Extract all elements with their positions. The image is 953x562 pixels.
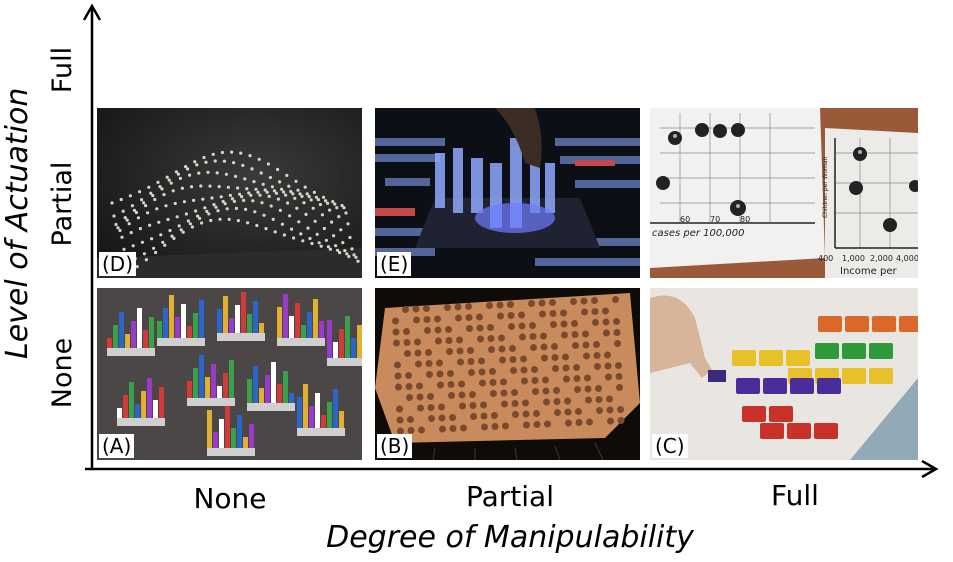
y-level-full: Full [47,46,78,94]
x-axis-title: Degree of Manipulability [326,520,694,555]
panel-c-illustration [650,288,918,460]
panel-f-ticks-left: 60 70 80 [680,215,750,224]
panel-d-image: (D) [97,108,362,278]
panel-a-illustration [97,288,362,460]
panel-f-x-caption-right: Income per [840,266,897,277]
pucks [656,123,918,232]
panel-e-illustration [375,108,640,278]
y-axis-title: Level of Actuation [0,87,35,359]
panel-b-illustration [375,288,640,460]
panel-f-image: 60 70 80 cases per 100,000 400 1,000 2,0… [650,108,918,278]
panel-b-image: (B) [375,288,640,460]
panel-f-y-caption-right: Children per Woman [822,156,829,218]
panel-d-label: (D) [99,252,137,276]
panel-e-label: (E) [377,252,412,276]
panel-f-illustration: 60 70 80 cases per 100,000 400 1,000 2,0… [650,108,918,278]
panel-c-image: (C) [650,288,918,460]
y-level-partial: Partial [47,161,78,247]
panel-a-image: (A) [97,288,362,460]
panel-b-label: (B) [377,434,413,458]
y-level-none: None [47,337,78,409]
panel-a-label: (A) [99,434,135,458]
panel-d-illustration [97,108,362,278]
x-level-full: Full [771,479,819,512]
y-axis-arrowhead [82,3,102,21]
panel-f-x-caption: cases per 100,000 [652,228,745,239]
x-level-none: None [193,482,267,515]
panel-c-label: (C) [652,434,688,458]
x-level-partial: Partial [466,480,554,513]
x-axis-arrowhead [921,459,939,479]
panel-f-ticks-right: 400 1,000 2,000 4,000 [818,254,918,263]
panel-e-image: (E) [375,108,640,278]
